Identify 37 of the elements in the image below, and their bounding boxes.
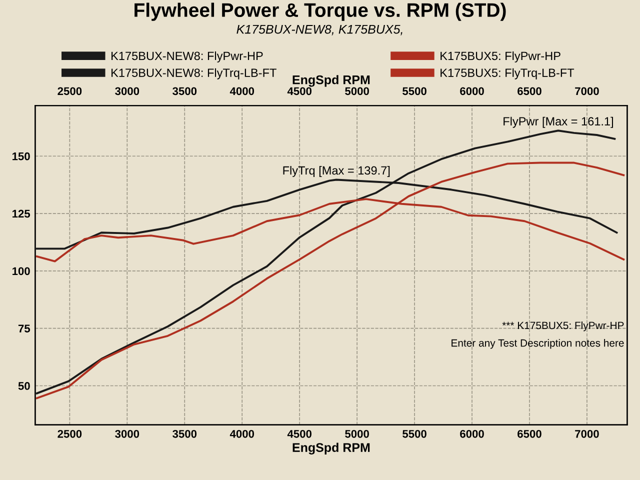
- x-tick-label: 5000: [345, 430, 369, 438]
- x-tick-label: 7000: [575, 430, 599, 438]
- x-axis-title: EngSpd RPM: [292, 442, 370, 455]
- x-tick-label: 6500: [518, 430, 542, 438]
- x2-tick-label: 5000: [345, 87, 369, 96]
- y-tick-label: 75: [18, 324, 30, 332]
- x2-tick-label: 4500: [287, 87, 312, 96]
- annotation: FlyPwr [Max = 161.1]: [504, 116, 613, 128]
- x2-tick-label: 3500: [172, 87, 197, 96]
- x-tick-label: 2500: [58, 430, 82, 438]
- x-tick-label: 3500: [172, 430, 197, 438]
- y-tick-label: 50: [18, 382, 30, 390]
- x2-tick-label: 6500: [518, 87, 542, 96]
- x2-tick-label: 3000: [115, 87, 140, 96]
- x2-tick-label: 4000: [230, 87, 254, 96]
- annotation: FlyTrq [Max = 139.7]: [283, 166, 390, 177]
- x-tick-label: 5500: [402, 430, 426, 438]
- x-tick-label: 4500: [287, 430, 312, 438]
- annotation: *** K175BUX5: FlyPwr-HP: [502, 321, 624, 332]
- x2-tick-label: 6000: [460, 87, 484, 96]
- chart-subtitle: K175BUX-NEW8, K175BUX5,: [236, 24, 402, 36]
- y-tick-label: 150: [12, 152, 30, 160]
- legend-label: K175BUX-NEW8: FlyPwr-HP: [112, 51, 263, 62]
- y-tick-label: 100: [12, 267, 30, 276]
- chart-title: Flywheel Power & Torque vs. RPM (STD): [134, 2, 506, 21]
- x-tick-label: 4000: [230, 430, 254, 438]
- x2-axis-title: EngSpd RPM: [292, 75, 370, 87]
- y-tick-label: 125: [12, 210, 30, 218]
- legend-label: K175BUX5: FlyTrq-LB-FT: [440, 68, 574, 80]
- legend-label: K175BUX5: FlyPwr-HP: [440, 51, 560, 62]
- x-tick-label: 3000: [115, 430, 140, 438]
- x2-tick-label: 5500: [402, 87, 426, 96]
- x-tick-label: 6000: [460, 430, 484, 438]
- x2-tick-label: 7000: [575, 87, 599, 96]
- legend-label: K175BUX-NEW8: FlyTrq-LB-FT: [112, 68, 276, 80]
- x2-tick-label: 2500: [58, 87, 82, 96]
- annotation: Enter any Test Description notes here: [452, 339, 624, 349]
